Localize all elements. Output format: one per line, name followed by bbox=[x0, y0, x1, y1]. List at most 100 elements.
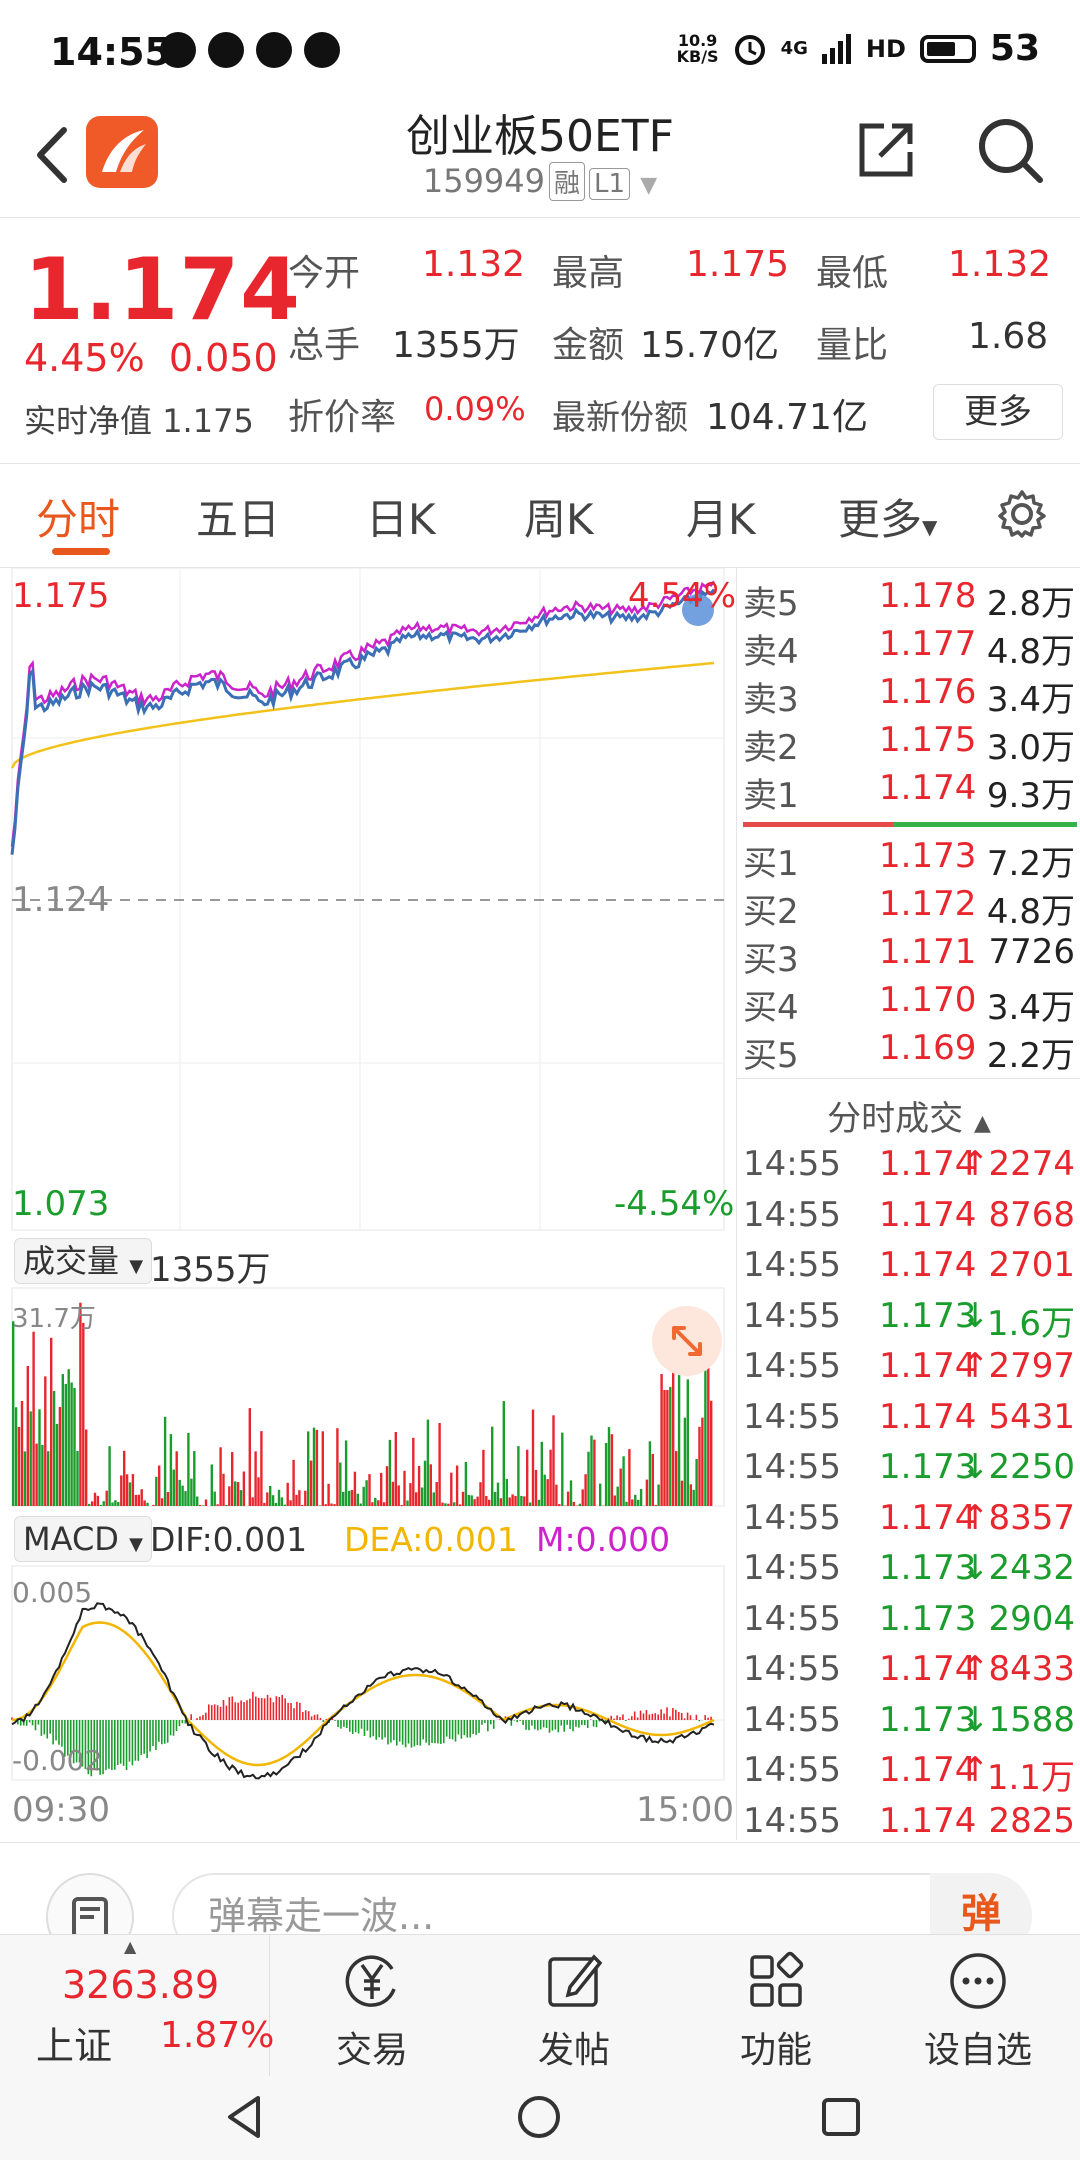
volume-bar bbox=[508, 1497, 511, 1506]
tab-daily-k[interactable]: 日K bbox=[366, 495, 436, 544]
volume-bar bbox=[491, 1426, 494, 1506]
tick-volume: 2701 bbox=[988, 1245, 1075, 1285]
intraday-chart[interactable] bbox=[0, 568, 736, 1840]
volume-bar bbox=[79, 1302, 82, 1506]
security-code-row[interactable]: 159949 融 L1 ▼ bbox=[0, 162, 1080, 201]
volume-bar bbox=[73, 1388, 76, 1506]
ask-row[interactable]: 卖3 1.176 3.4万 bbox=[737, 672, 1080, 720]
ask-row[interactable]: 卖1 1.174 9.3万 bbox=[737, 768, 1080, 816]
home-circle-icon[interactable] bbox=[514, 2092, 564, 2142]
volume-bar bbox=[344, 1440, 348, 1506]
premium-value: 0.09% bbox=[424, 390, 526, 428]
ask-row[interactable]: 卖2 1.175 3.0万 bbox=[737, 720, 1080, 768]
volume-bar bbox=[704, 1360, 707, 1506]
tab-more[interactable]: 更多▼ bbox=[838, 495, 938, 544]
level-tag: L1 bbox=[589, 168, 631, 200]
volume-bar bbox=[622, 1456, 625, 1506]
intraday-chart-panel[interactable]: 1.175 4.54% 1.124 1.073 -4.54% 成交量 ▼ 135… bbox=[0, 568, 736, 1840]
volume-bar bbox=[26, 1366, 29, 1506]
tick-arrow-icon: ↓ bbox=[961, 1548, 990, 1588]
tick-price: 1.174 bbox=[879, 1194, 977, 1235]
volume-bar bbox=[432, 1492, 435, 1506]
volume-bar bbox=[85, 1429, 88, 1506]
tab-five-day[interactable]: 五日 bbox=[196, 495, 281, 544]
nav-functions[interactable]: 功能 bbox=[716, 1949, 836, 2073]
volume-bar bbox=[511, 1494, 514, 1506]
gear-icon[interactable] bbox=[996, 488, 1048, 540]
ask-row[interactable]: 卖4 1.177 4.8万 bbox=[737, 624, 1080, 672]
volume-bar bbox=[108, 1446, 111, 1506]
danmaku-send-button[interactable]: 弹 bbox=[930, 1873, 1032, 1959]
bid-row[interactable]: 买4 1.170 3.4万 bbox=[737, 980, 1080, 1028]
tick-row: 14:55 1.173 ↓ 2432 bbox=[737, 1548, 1080, 1598]
tick-price: 1.173 bbox=[879, 1548, 977, 1588]
expand-chart-button[interactable] bbox=[652, 1306, 722, 1376]
volume-bar bbox=[447, 1503, 450, 1506]
nav-add-watchlist[interactable]: 设自选 bbox=[918, 1949, 1038, 2073]
volume-bar bbox=[590, 1435, 593, 1506]
volume-bar bbox=[196, 1496, 199, 1506]
volume-bar bbox=[312, 1427, 316, 1506]
volume-bar bbox=[453, 1502, 456, 1506]
volume-bar bbox=[639, 1489, 643, 1506]
ask-row[interactable]: 卖5 1.178 2.8万 bbox=[737, 576, 1080, 624]
tick-row: 14:55 1.173 ↓ 1.6万 bbox=[737, 1296, 1080, 1346]
volume-bar bbox=[400, 1505, 403, 1506]
nav-trade[interactable]: 交易 bbox=[312, 1949, 432, 2073]
volume-indicator-select[interactable]: 成交量 ▼ bbox=[14, 1238, 153, 1284]
volume-bar bbox=[210, 1464, 213, 1506]
volume-bar bbox=[464, 1461, 468, 1506]
volume-bar bbox=[172, 1469, 175, 1506]
volume-grid-border bbox=[11, 1287, 725, 1507]
price-mid-label: 1.124 bbox=[12, 880, 110, 920]
volume-bar bbox=[645, 1479, 649, 1506]
macd-m: M:0.000 bbox=[536, 1520, 671, 1559]
tick-price: 1.174 bbox=[879, 1144, 977, 1184]
bid-row[interactable]: 买3 1.171 7726 bbox=[737, 932, 1080, 980]
volume-bar bbox=[409, 1483, 412, 1506]
volume-value: 1355万 bbox=[392, 325, 520, 366]
index-ticker[interactable]: ▲ 3263.89 上证 1.87% bbox=[0, 1935, 274, 2077]
bottom-nav: ▲ 3263.89 上证 1.87% 交易 发帖 功能 设自选 bbox=[0, 1934, 1080, 2077]
tick-row: 14:55 1.174 8768 bbox=[737, 1195, 1080, 1245]
volume-bar bbox=[193, 1451, 196, 1506]
search-icon[interactable] bbox=[974, 114, 1046, 186]
nav-row: 实时净值 1.175 bbox=[24, 396, 254, 442]
nav-post[interactable]: 发帖 bbox=[514, 1949, 634, 2073]
volume-bar bbox=[131, 1474, 135, 1506]
macd-indicator-select[interactable]: MACD ▼ bbox=[14, 1516, 152, 1562]
tab-intraday[interactable]: 分时 bbox=[36, 495, 121, 544]
volume-bar bbox=[289, 1500, 292, 1506]
ticks-header[interactable]: 分时成交 ▲ bbox=[737, 1078, 1080, 1140]
app-logo[interactable] bbox=[86, 116, 158, 188]
volume-bar bbox=[701, 1417, 704, 1506]
more-button[interactable]: 更多 bbox=[933, 384, 1063, 440]
time-end-label: 15:00 bbox=[636, 1790, 734, 1830]
recents-square-icon[interactable] bbox=[816, 2092, 866, 2142]
bid-row[interactable]: 买5 1.169 2.2万 bbox=[737, 1028, 1080, 1076]
back-triangle-icon[interactable] bbox=[220, 2092, 270, 2142]
tab-monthly-k[interactable]: 月K bbox=[686, 495, 756, 544]
volume-bar bbox=[76, 1451, 79, 1506]
volume-bar bbox=[318, 1505, 322, 1506]
volume-bar bbox=[236, 1482, 240, 1506]
price-change: 4.45% 0.050 bbox=[24, 336, 278, 380]
volume-bar bbox=[184, 1491, 187, 1506]
volume-bar bbox=[473, 1499, 476, 1506]
bid-row[interactable]: 买2 1.172 4.8万 bbox=[737, 884, 1080, 932]
hd-icon: HD bbox=[865, 34, 906, 63]
tick-row: 14:55 1.173 ↓ 1588 bbox=[737, 1700, 1080, 1750]
volume-bar bbox=[114, 1500, 117, 1506]
share-icon[interactable] bbox=[856, 120, 916, 180]
back-icon[interactable] bbox=[28, 120, 78, 190]
clock: 14:55 bbox=[50, 30, 171, 74]
tick-volume: 5431 bbox=[988, 1396, 1075, 1437]
volume-bar bbox=[388, 1439, 392, 1506]
buy-sell-ratio-bar bbox=[743, 822, 1077, 827]
volume-bar bbox=[90, 1501, 94, 1506]
tab-weekly-k[interactable]: 周K bbox=[524, 495, 594, 544]
edit-icon bbox=[548, 1954, 603, 2007]
volume-bar bbox=[374, 1497, 377, 1506]
volume-bar bbox=[301, 1505, 304, 1506]
bid-row[interactable]: 买1 1.173 7.2万 bbox=[737, 836, 1080, 884]
